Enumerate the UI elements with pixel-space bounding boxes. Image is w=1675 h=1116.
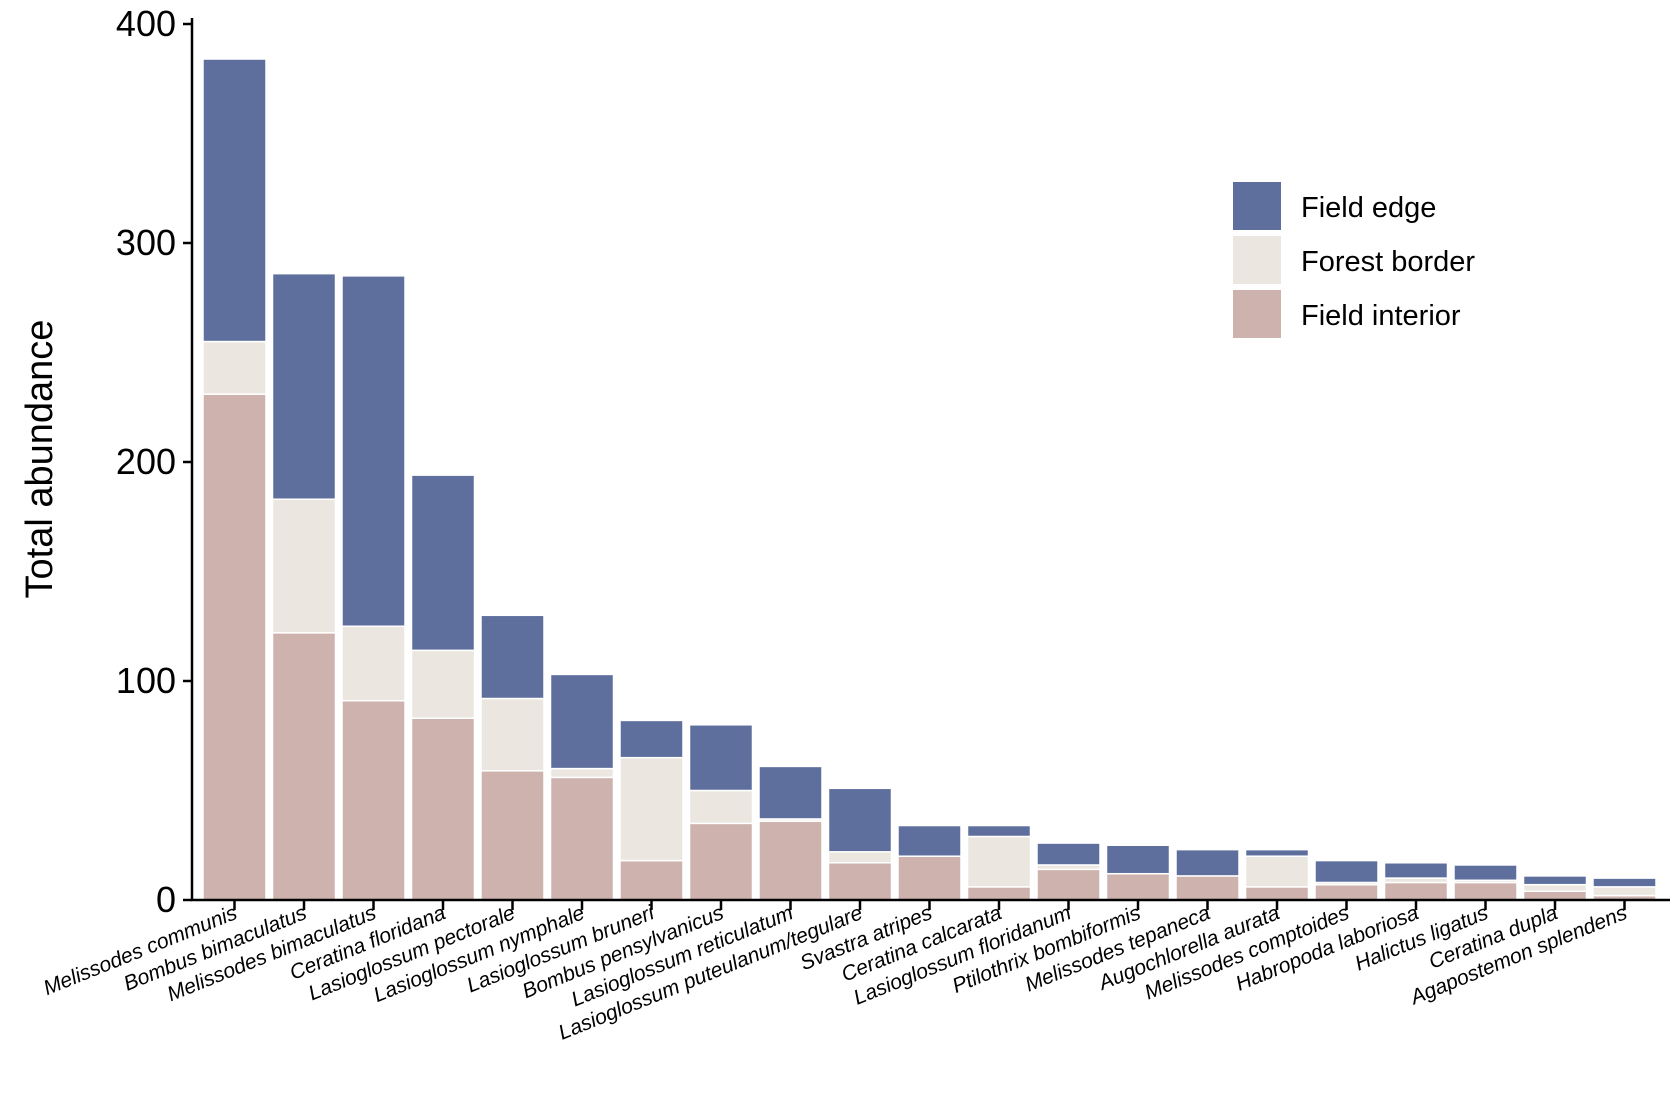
bar-field-edge-melissodes-communis [202, 58, 267, 343]
bar-field-interior-melissodes-communis [202, 393, 267, 901]
bar-field-interior-svastra-atripes [897, 855, 962, 901]
bar-field-edge-bombus-pensylvanicus [688, 724, 754, 792]
bar-field-interior-halictus-ligatus [1453, 881, 1518, 901]
bar-field-interior-melissodes-comptoides [1314, 883, 1379, 901]
bar-field-interior-lasioglossum-reticulatum [758, 820, 823, 901]
bar-field-interior-lasioglossum-floridanum [1036, 868, 1101, 901]
bar-field-edge-ceratina-calcarata [966, 824, 1032, 838]
bar-forest-border-augochlorella-aurata [1244, 855, 1310, 888]
bar-field-edge-melissodes-comptoides [1314, 859, 1379, 884]
bar-forest-border-melissodes-bimaculatus [341, 625, 406, 702]
bar-field-edge-agapostemon-splendens [1592, 877, 1657, 888]
bar-field-edge-halictus-ligatus [1453, 864, 1518, 882]
bar-field-edge-habropoda-laboriosa [1383, 862, 1449, 879]
bar-field-interior-lasioglossum-bruneri [619, 859, 684, 901]
bar-field-interior-bombus-pensylvanicus [688, 822, 754, 901]
bar-field-edge-ceratina-floridana [410, 474, 476, 652]
bar-forest-border-ceratina-floridana [410, 649, 476, 719]
bar-field-edge-lasioglossum-bruneri [619, 719, 684, 759]
bar-forest-border-ceratina-dupla [1522, 883, 1588, 892]
bar-field-interior-ceratina-calcarata [966, 886, 1032, 901]
y-tick-label: 200 [116, 441, 176, 482]
bar-forest-border-lasioglossum-nymphale [549, 767, 615, 779]
bar-field-interior-melissodes-bimaculatus [341, 699, 406, 901]
bar-field-interior-lasioglossum-pectorale [480, 770, 545, 901]
bar-forest-border-agapostemon-splendens [1592, 886, 1657, 897]
bar-field-edge-svastra-atripes [897, 824, 962, 857]
y-ticks: 0 100 200 300 400 [116, 3, 192, 920]
bar-field-edge-lasioglossum-puteulanum-tegulare [827, 787, 893, 853]
bar-field-edge-bombus-bimaculatus [271, 272, 337, 500]
bar-field-interior-habropoda-laboriosa [1383, 881, 1449, 901]
bar-field-edge-lasioglossum-pectorale [480, 614, 545, 700]
bar-field-interior-bombus-bimaculatus [271, 632, 337, 901]
bar-field-interior-ceratina-floridana [410, 717, 476, 901]
legend-swatch-field-interior [1233, 290, 1281, 338]
bar-field-edge-melissodes-bimaculatus [341, 275, 406, 627]
bar-forest-border-bombus-bimaculatus [271, 498, 337, 634]
bar-field-edge-ceratina-dupla [1522, 875, 1588, 886]
bar-field-interior-ptilothrix-bombiformis [1105, 872, 1171, 901]
bar-field-edge-melissodes-tepaneca [1175, 848, 1240, 877]
bar-field-edge-lasioglossum-nymphale [549, 673, 615, 770]
legend-label-forest-border: Forest border [1301, 246, 1475, 278]
bar-forest-border-ceratina-calcarata [966, 835, 1032, 888]
bar-field-interior-melissodes-tepaneca [1175, 875, 1240, 901]
bar-field-interior-lasioglossum-nymphale [549, 776, 615, 901]
y-tick-label: 100 [116, 660, 176, 701]
bar-field-interior-augochlorella-aurata [1244, 886, 1310, 901]
y-tick-label: 400 [116, 3, 176, 44]
bar-field-interior-ceratina-dupla [1522, 890, 1588, 901]
legend-swatch-forest-border [1233, 236, 1281, 284]
y-axis-label: Total abundance [19, 320, 61, 599]
y-tick-label: 300 [116, 222, 176, 263]
bar-field-edge-ptilothrix-bombiformis [1105, 844, 1171, 875]
legend-swatch-field-edge [1233, 182, 1281, 230]
bar-field-edge-lasioglossum-floridanum [1036, 842, 1101, 866]
legend-label-field-interior: Field interior [1301, 300, 1461, 332]
legend: Field edge Forest border Field interior [1233, 182, 1475, 338]
bar-forest-border-lasioglossum-puteulanum-tegulare [827, 851, 893, 864]
legend-label-field-edge: Field edge [1301, 192, 1436, 224]
y-tick-label: 0 [156, 879, 176, 920]
bar-forest-border-melissodes-communis [202, 340, 267, 395]
bar-forest-border-lasioglossum-bruneri [619, 756, 684, 862]
bar-field-edge-lasioglossum-reticulatum [758, 765, 823, 820]
bar-field-interior-lasioglossum-puteulanum-tegulare [827, 862, 893, 901]
bars-layer [202, 58, 1657, 901]
bar-field-edge-augochlorella-aurata [1244, 848, 1310, 857]
bar-forest-border-bombus-pensylvanicus [688, 789, 754, 825]
bar-forest-border-lasioglossum-pectorale [480, 697, 545, 772]
